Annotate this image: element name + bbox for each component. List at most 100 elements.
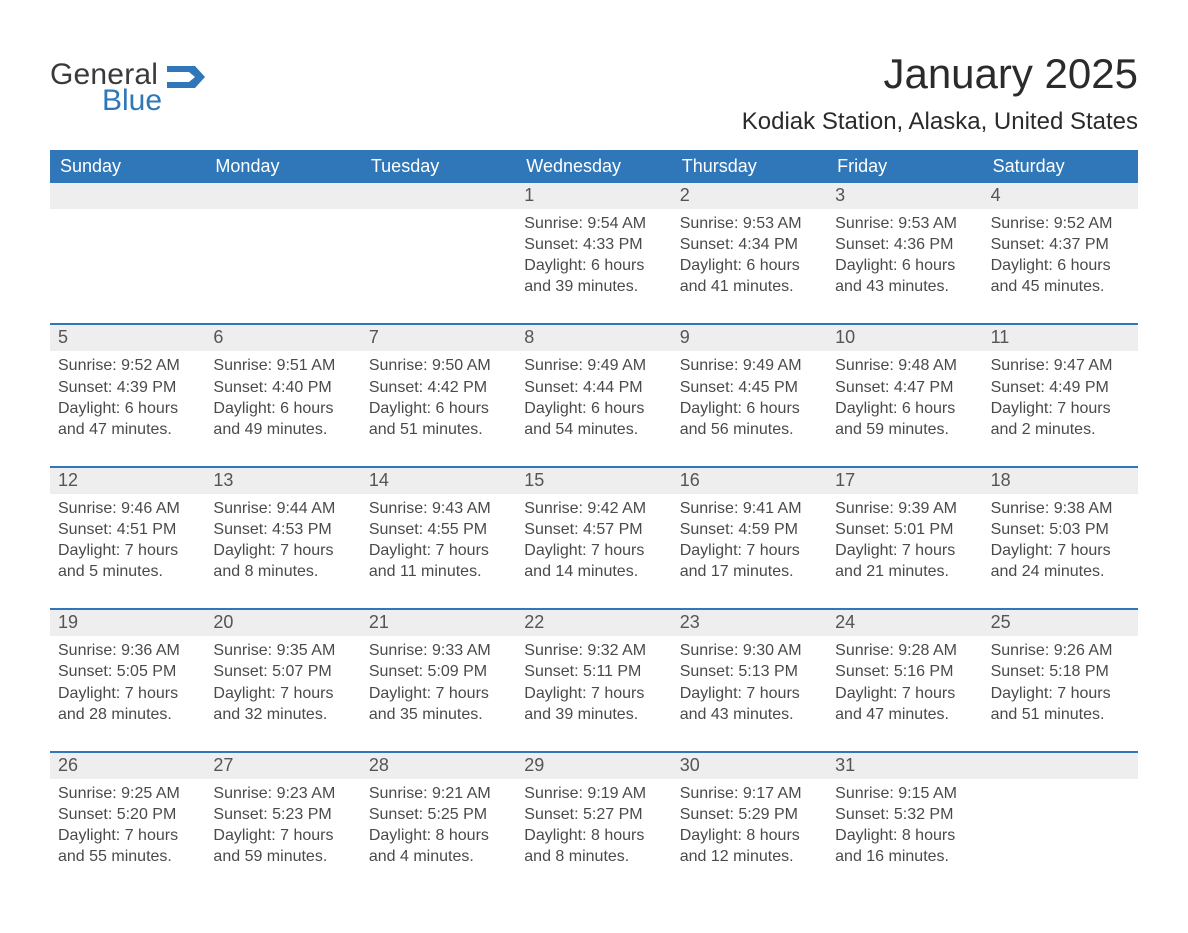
day-of-week-header: Sunday Monday Tuesday Wednesday Thursday… — [50, 150, 1138, 183]
day-dl1: Daylight: 7 hours — [991, 540, 1130, 561]
day-dl2: and 39 minutes. — [524, 276, 663, 297]
day-cell: 4Sunrise: 9:52 AMSunset: 4:37 PMDaylight… — [983, 183, 1138, 297]
day-sunset: Sunset: 4:49 PM — [991, 377, 1130, 398]
day-dl1: Daylight: 7 hours — [58, 825, 197, 846]
day-sunset: Sunset: 4:42 PM — [369, 377, 508, 398]
day-cell: 25Sunrise: 9:26 AMSunset: 5:18 PMDayligh… — [983, 610, 1138, 724]
day-dl2: and 45 minutes. — [991, 276, 1130, 297]
day-number: 10 — [827, 325, 982, 351]
calendar-page: General Blue January 2025 Kodiak Station… — [0, 0, 1188, 933]
day-dl1: Daylight: 7 hours — [213, 825, 352, 846]
day-sunrise: Sunrise: 9:44 AM — [213, 498, 352, 519]
day-dl1: Daylight: 7 hours — [991, 683, 1130, 704]
day-sunset: Sunset: 5:07 PM — [213, 661, 352, 682]
day-body: Sunrise: 9:15 AMSunset: 5:32 PMDaylight:… — [827, 779, 982, 867]
day-number: 11 — [983, 325, 1138, 351]
day-sunrise: Sunrise: 9:15 AM — [835, 783, 974, 804]
weeks-container: 1Sunrise: 9:54 AMSunset: 4:33 PMDaylight… — [50, 183, 1138, 893]
day-sunrise: Sunrise: 9:25 AM — [58, 783, 197, 804]
day-cell: 10Sunrise: 9:48 AMSunset: 4:47 PMDayligh… — [827, 325, 982, 439]
day-cell: 24Sunrise: 9:28 AMSunset: 5:16 PMDayligh… — [827, 610, 982, 724]
day-body: Sunrise: 9:49 AMSunset: 4:44 PMDaylight:… — [516, 351, 671, 439]
day-sunrise: Sunrise: 9:53 AM — [680, 213, 819, 234]
week-row: 19Sunrise: 9:36 AMSunset: 5:05 PMDayligh… — [50, 608, 1138, 750]
day-body: Sunrise: 9:54 AMSunset: 4:33 PMDaylight:… — [516, 209, 671, 297]
day-body: Sunrise: 9:48 AMSunset: 4:47 PMDaylight:… — [827, 351, 982, 439]
day-dl1: Daylight: 7 hours — [835, 683, 974, 704]
day-sunrise: Sunrise: 9:54 AM — [524, 213, 663, 234]
day-sunset: Sunset: 5:18 PM — [991, 661, 1130, 682]
day-dl2: and 47 minutes. — [58, 419, 197, 440]
day-body: Sunrise: 9:23 AMSunset: 5:23 PMDaylight:… — [205, 779, 360, 867]
day-sunrise: Sunrise: 9:32 AM — [524, 640, 663, 661]
day-sunrise: Sunrise: 9:47 AM — [991, 355, 1130, 376]
day-number: 18 — [983, 468, 1138, 494]
day-dl1: Daylight: 7 hours — [524, 683, 663, 704]
day-number: 3 — [827, 183, 982, 209]
day-cell: 27Sunrise: 9:23 AMSunset: 5:23 PMDayligh… — [205, 753, 360, 867]
day-number: 30 — [672, 753, 827, 779]
day-sunrise: Sunrise: 9:28 AM — [835, 640, 974, 661]
day-dl2: and 11 minutes. — [369, 561, 508, 582]
day-number: 19 — [50, 610, 205, 636]
day-dl1: Daylight: 6 hours — [524, 255, 663, 276]
day-number: 14 — [361, 468, 516, 494]
day-dl1: Daylight: 7 hours — [58, 540, 197, 561]
day-cell: 30Sunrise: 9:17 AMSunset: 5:29 PMDayligh… — [672, 753, 827, 867]
day-number: 25 — [983, 610, 1138, 636]
day-cell: 29Sunrise: 9:19 AMSunset: 5:27 PMDayligh… — [516, 753, 671, 867]
day-sunrise: Sunrise: 9:41 AM — [680, 498, 819, 519]
day-dl1: Daylight: 7 hours — [524, 540, 663, 561]
day-cell: 17Sunrise: 9:39 AMSunset: 5:01 PMDayligh… — [827, 468, 982, 582]
week-row: 5Sunrise: 9:52 AMSunset: 4:39 PMDaylight… — [50, 323, 1138, 465]
day-body: Sunrise: 9:50 AMSunset: 4:42 PMDaylight:… — [361, 351, 516, 439]
dow-friday: Friday — [827, 150, 982, 183]
dow-tuesday: Tuesday — [361, 150, 516, 183]
day-sunset: Sunset: 4:36 PM — [835, 234, 974, 255]
day-sunrise: Sunrise: 9:39 AM — [835, 498, 974, 519]
day-dl2: and 49 minutes. — [213, 419, 352, 440]
day-body: Sunrise: 9:39 AMSunset: 5:01 PMDaylight:… — [827, 494, 982, 582]
day-dl1: Daylight: 7 hours — [680, 683, 819, 704]
day-cell: 31Sunrise: 9:15 AMSunset: 5:32 PMDayligh… — [827, 753, 982, 867]
week-row: 12Sunrise: 9:46 AMSunset: 4:51 PMDayligh… — [50, 466, 1138, 608]
day-sunrise: Sunrise: 9:52 AM — [991, 213, 1130, 234]
day-dl1: Daylight: 7 hours — [991, 398, 1130, 419]
day-number: 13 — [205, 468, 360, 494]
day-dl2: and 16 minutes. — [835, 846, 974, 867]
day-cell: 11 Sunrise: 9:47 AMSunset: 4:49 PMDayligh… — [983, 325, 1138, 439]
day-sunset: Sunset: 5:16 PM — [835, 661, 974, 682]
day-body: Sunrise: 9:44 AMSunset: 4:53 PMDaylight:… — [205, 494, 360, 582]
brand-wordmark: General Blue — [50, 60, 205, 116]
day-dl2: and 14 minutes. — [524, 561, 663, 582]
page-header: General Blue January 2025 Kodiak Station… — [50, 50, 1138, 136]
day-number — [50, 183, 205, 209]
day-number: 27 — [205, 753, 360, 779]
day-dl2: and 12 minutes. — [680, 846, 819, 867]
day-body: Sunrise: 9:53 AMSunset: 4:36 PMDaylight:… — [827, 209, 982, 297]
day-cell: 14Sunrise: 9:43 AMSunset: 4:55 PMDayligh… — [361, 468, 516, 582]
brand-word-blue: Blue — [102, 86, 205, 116]
day-body: Sunrise: 9:35 AMSunset: 5:07 PMDaylight:… — [205, 636, 360, 724]
day-cell: 18Sunrise: 9:38 AMSunset: 5:03 PMDayligh… — [983, 468, 1138, 582]
day-dl1: Daylight: 8 hours — [680, 825, 819, 846]
day-cell: 6Sunrise: 9:51 AMSunset: 4:40 PMDaylight… — [205, 325, 360, 439]
day-number: 2 — [672, 183, 827, 209]
day-dl1: Daylight: 8 hours — [369, 825, 508, 846]
day-number: 23 — [672, 610, 827, 636]
day-body: Sunrise: 9:21 AMSunset: 5:25 PMDaylight:… — [361, 779, 516, 867]
day-number: 29 — [516, 753, 671, 779]
day-number: 28 — [361, 753, 516, 779]
day-body: Sunrise: 9:25 AMSunset: 5:20 PMDaylight:… — [50, 779, 205, 867]
day-number: 5 — [50, 325, 205, 351]
day-number: 15 — [516, 468, 671, 494]
day-dl1: Daylight: 7 hours — [58, 683, 197, 704]
day-sunset: Sunset: 4:55 PM — [369, 519, 508, 540]
day-dl2: and 47 minutes. — [835, 704, 974, 725]
day-number — [205, 183, 360, 209]
day-dl1: Daylight: 6 hours — [835, 255, 974, 276]
day-cell: 21Sunrise: 9:33 AMSunset: 5:09 PMDayligh… — [361, 610, 516, 724]
day-sunset: Sunset: 5:20 PM — [58, 804, 197, 825]
title-month: January 2025 — [742, 50, 1138, 98]
day-dl1: Daylight: 7 hours — [835, 540, 974, 561]
